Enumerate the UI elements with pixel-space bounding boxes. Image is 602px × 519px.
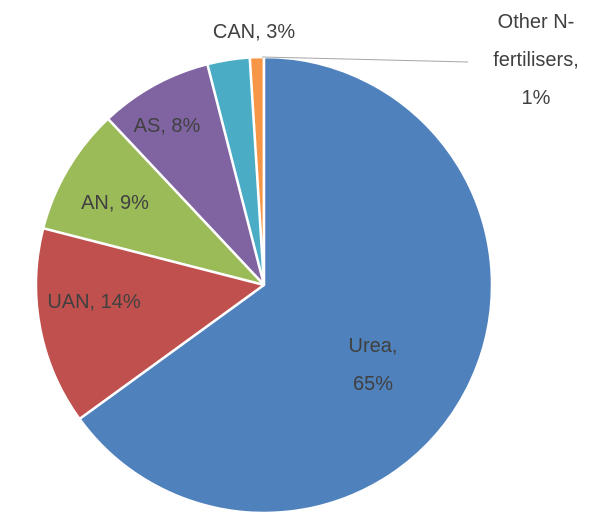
pie-slice bbox=[41, 117, 268, 288]
data-label: AN, 9% bbox=[81, 192, 149, 214]
pie-slice bbox=[77, 55, 494, 515]
data-label: CAN, 3% bbox=[212, 21, 296, 43]
pie-slice bbox=[106, 62, 266, 286]
leader-line bbox=[261, 56, 469, 63]
pie-slice bbox=[34, 226, 267, 421]
data-label: Other N-fertilisers, 1% bbox=[493, 11, 579, 109]
data-label: AS, 8% bbox=[133, 115, 201, 137]
data-label: Urea, 65% bbox=[348, 335, 398, 395]
data-label: UAN, 14% bbox=[47, 291, 141, 313]
